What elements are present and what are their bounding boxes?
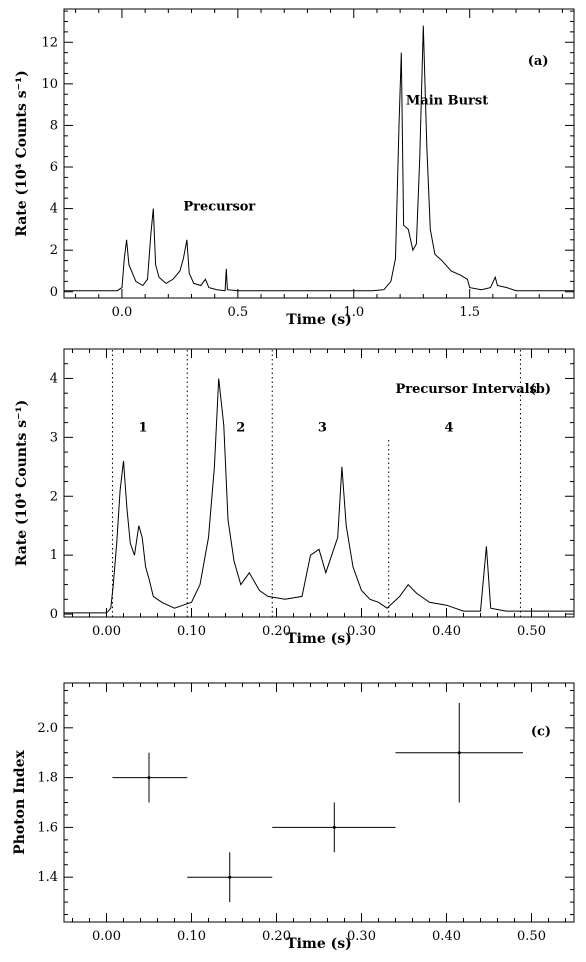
panel-2: 0.00 0.10 0.20 0.30 0.40 0.50 0 1 2 3 4 Time (s) Rat…	[14, 348, 575, 647]
y-tick-label: 2.0	[37, 721, 58, 736]
panel-1: 0.0 0.5 1.0 1.5 0 2 4 6 8 10 12 Time (s) Rate (10⁴ C…	[14, 8, 575, 328]
x-axis-label: Time (s)	[286, 312, 351, 328]
x-tick-label: 0.20	[262, 929, 291, 944]
point-marker	[457, 751, 461, 755]
x-tick-label: 0.10	[177, 624, 206, 639]
plot-frame	[63, 348, 575, 618]
data-point-4	[395, 702, 523, 803]
y-tick-label: 2	[50, 243, 58, 258]
y-tick-label: 0	[50, 285, 58, 300]
annotation-label: (b)	[530, 382, 551, 397]
x-tick-label: 0.30	[347, 624, 376, 639]
annotation-label: Precursor Intervals	[396, 382, 537, 397]
x-axis-label: Time (s)	[286, 936, 351, 952]
plot-frame	[63, 682, 575, 923]
x-tick-label: 0.00	[92, 929, 121, 944]
data-point-2	[187, 852, 273, 903]
y-axis: 0 2 4 6 8 10 12	[41, 10, 574, 300]
x-tick-label: 0.0	[112, 305, 133, 320]
x-tick-label: 0.50	[517, 929, 546, 944]
x-tick-label: 0.40	[432, 624, 461, 639]
y-tick-label: 1.6	[37, 820, 58, 835]
y-tick-label: 2	[50, 489, 58, 504]
data-point-3	[272, 802, 396, 853]
y-tick-label: 12	[41, 35, 58, 50]
x-axis: 0.00 0.10 0.20 0.30 0.40 0.50	[72, 683, 566, 944]
y-tick-label: 4	[50, 371, 58, 386]
y-tick-label: 1.8	[37, 771, 58, 786]
annotation-label: 4	[445, 420, 454, 435]
y-tick-label: 3	[50, 430, 58, 445]
x-axis-label: Time (s)	[286, 631, 351, 647]
y-axis-label: Photon Index	[12, 750, 28, 855]
point-marker	[147, 776, 151, 780]
annotation-label: 2	[236, 420, 245, 435]
y-axis-label: Rate (10⁴ Counts s⁻¹)	[14, 70, 30, 236]
x-tick-label: 0.10	[177, 929, 206, 944]
x-axis: 0.00 0.10 0.20 0.30 0.40 0.50	[72, 349, 566, 639]
x-tick-label: 0.5	[228, 305, 249, 320]
data-point-1	[112, 752, 188, 803]
light-curve-line	[64, 378, 574, 614]
y-axis: 1.4 1.6 1.8 2.0	[37, 689, 574, 916]
x-tick-label: 1.0	[343, 305, 364, 320]
y-tick-label: 1.4	[37, 870, 58, 885]
annotation-label: 3	[318, 420, 327, 435]
x-tick-label: 0.50	[517, 624, 546, 639]
light-curve-line	[64, 25, 574, 292]
point-marker	[332, 825, 336, 829]
x-tick-label: 0.30	[347, 929, 376, 944]
annotation-label: 1	[139, 420, 148, 435]
y-tick-label: 1	[50, 548, 58, 563]
x-tick-label: 1.5	[459, 305, 480, 320]
y-tick-label: 10	[41, 77, 58, 92]
annotation-label: (a)	[528, 54, 549, 69]
y-tick-label: 8	[50, 118, 58, 133]
annotation-label: Main Burst	[406, 94, 488, 109]
y-tick-label: 6	[50, 160, 58, 175]
annotation-label: (c)	[531, 724, 551, 739]
x-axis: 0.0 0.5 1.0 1.5	[75, 9, 563, 320]
x-tick-label: 0.40	[432, 929, 461, 944]
point-marker	[228, 875, 232, 879]
panel-3: 0.00 0.10 0.20 0.30 0.40 0.50 1.4 1.6 1.8 2.0 Time…	[12, 682, 575, 952]
x-tick-label: 0.20	[262, 624, 291, 639]
x-tick-label: 0.00	[92, 624, 121, 639]
y-axis-label: Rate (10⁴ Counts s⁻¹)	[14, 400, 30, 566]
y-tick-label: 0	[50, 607, 58, 622]
y-axis: 0 1 2 3 4	[50, 348, 574, 622]
plot-frame	[63, 8, 575, 299]
y-tick-label: 4	[50, 202, 58, 217]
annotation-label: Precursor	[183, 200, 255, 215]
